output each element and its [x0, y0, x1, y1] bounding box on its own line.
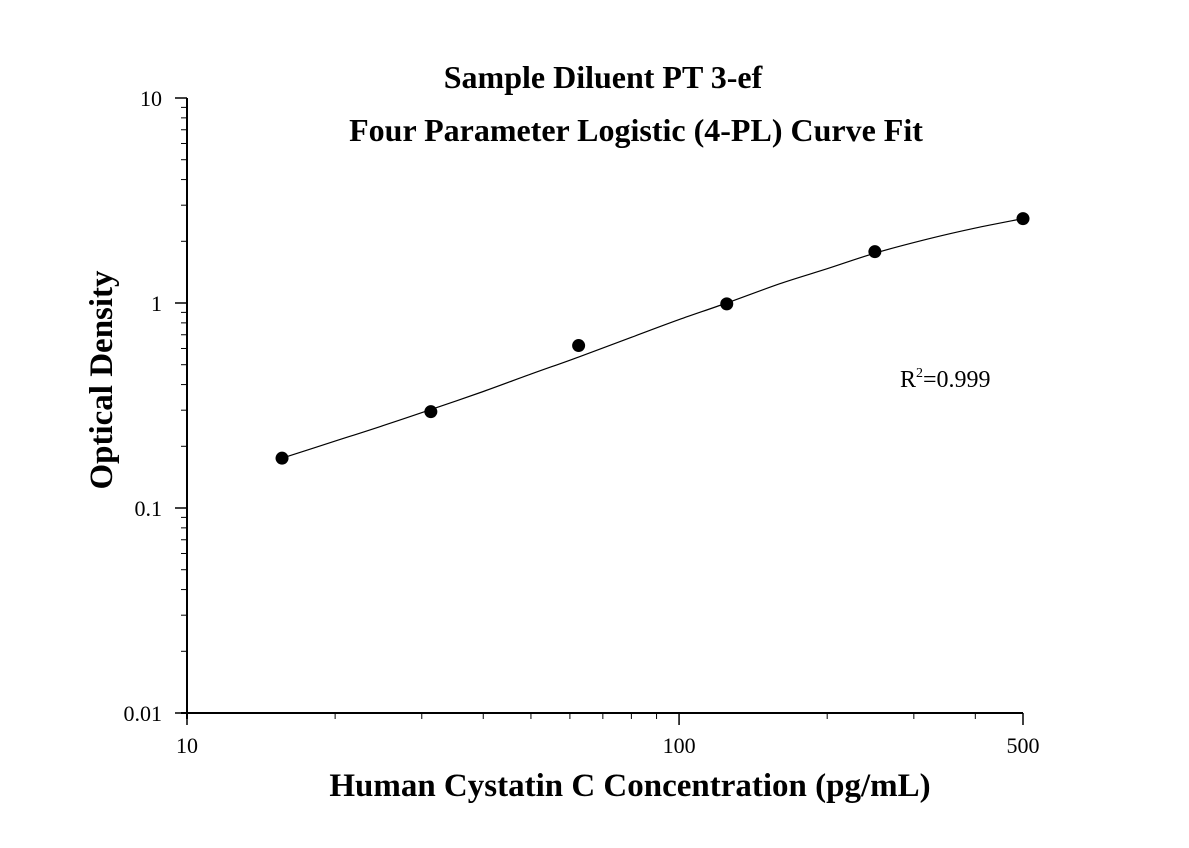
x-axis-title: Human Cystatin C Concentration (pg/mL) — [329, 768, 930, 804]
chart-title-line2: Four Parameter Logistic (4-PL) Curve Fit — [349, 112, 923, 148]
y-tick-label: 1 — [151, 291, 162, 316]
chart-title-line1: Sample Diluent PT 3-ef — [444, 59, 763, 95]
x-tick-label: 500 — [1007, 733, 1040, 758]
y-tick-label: 0.01 — [124, 701, 163, 726]
x-tick-label: 100 — [663, 733, 696, 758]
data-point — [1016, 212, 1030, 226]
r-squared-annotation: R2=0.999 — [900, 366, 991, 393]
x-tick-label: 10 — [176, 733, 198, 758]
y-axis-title: Optical Density — [84, 270, 120, 490]
y-tick-label: 0.1 — [135, 496, 163, 521]
r-squared-base: R — [900, 367, 916, 393]
y-tick-label: 10 — [140, 86, 162, 111]
data-point — [424, 405, 438, 419]
data-point — [275, 451, 289, 465]
r-squared-superscript: 2 — [916, 366, 923, 381]
data-point — [868, 245, 882, 259]
data-point — [572, 339, 586, 353]
fit-curve — [281, 218, 1024, 459]
r-squared-value: =0.999 — [923, 367, 991, 393]
data-point — [720, 297, 734, 311]
